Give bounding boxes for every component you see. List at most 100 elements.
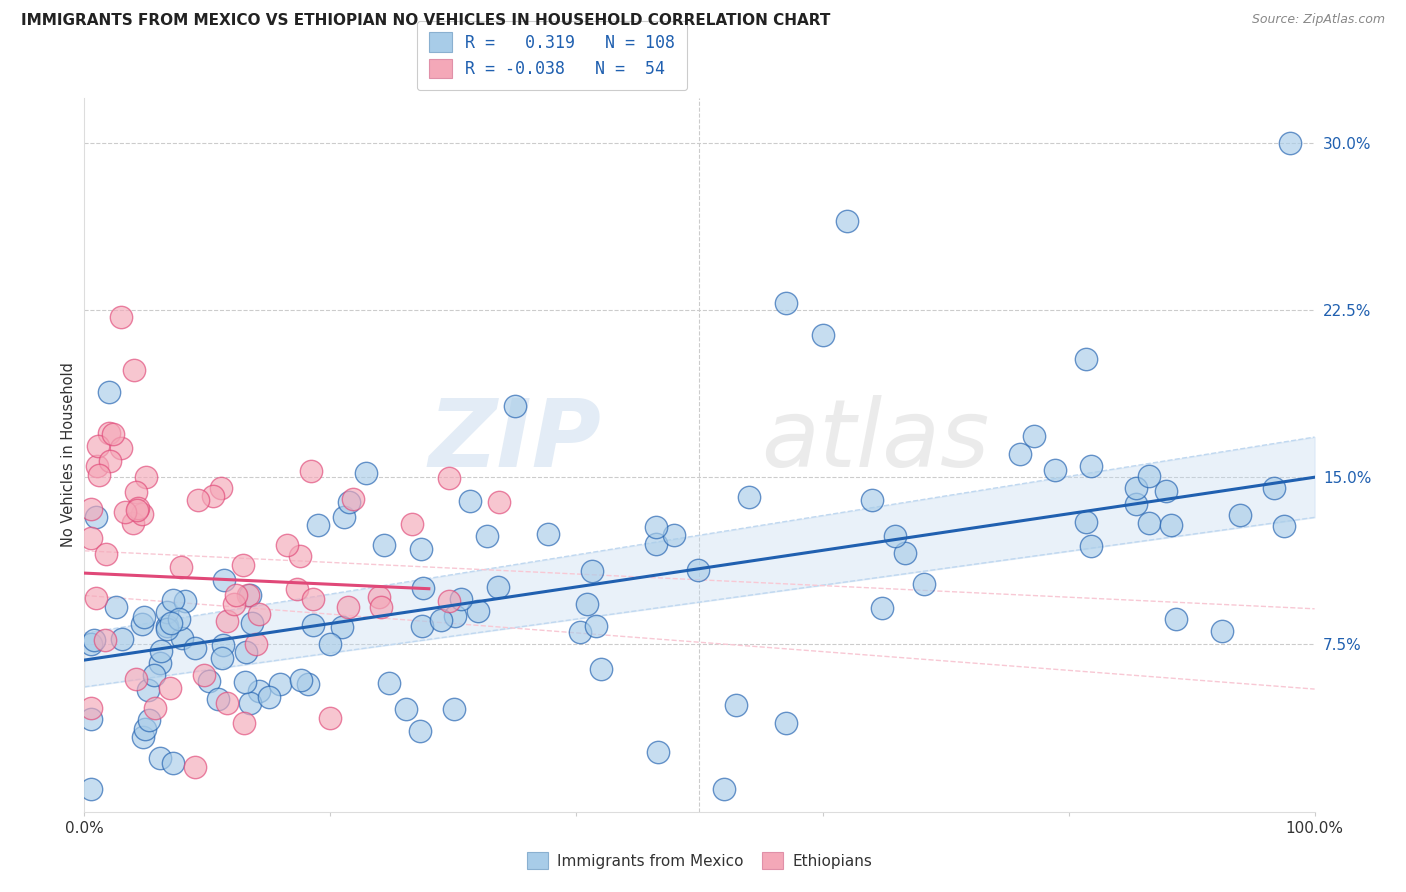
Point	[811, 327, 834, 342]
Point	[1080, 459, 1102, 474]
Point	[79, 701, 101, 715]
Point	[1137, 468, 1160, 483]
Point	[475, 528, 498, 542]
Point	[170, 631, 193, 645]
Point	[84, 591, 107, 605]
Point	[131, 616, 153, 631]
Point	[395, 702, 418, 716]
Point	[912, 577, 935, 591]
Point	[160, 615, 183, 630]
Point	[378, 676, 401, 690]
Point	[86, 459, 108, 474]
Point	[370, 599, 392, 614]
Point	[503, 399, 526, 413]
Point	[225, 588, 247, 602]
Point	[285, 582, 308, 597]
Point	[134, 722, 156, 736]
Point	[156, 622, 179, 636]
Point	[337, 599, 360, 614]
Point	[486, 580, 509, 594]
Point	[644, 537, 666, 551]
Point	[156, 605, 179, 619]
Point	[149, 750, 172, 764]
Point	[411, 619, 433, 633]
Point	[235, 645, 257, 659]
Y-axis label: No Vehicles in Household: No Vehicles in Household	[60, 362, 76, 548]
Point	[299, 464, 322, 478]
Point	[450, 592, 472, 607]
Point	[138, 713, 160, 727]
Point	[467, 604, 489, 618]
Point	[114, 505, 136, 519]
Point	[569, 624, 592, 639]
Point	[647, 745, 669, 759]
Point	[686, 562, 709, 576]
Point	[713, 782, 735, 797]
Point	[79, 501, 101, 516]
Point	[443, 702, 465, 716]
Text: ZIP: ZIP	[429, 394, 602, 487]
Point	[240, 615, 263, 630]
Point	[662, 528, 685, 542]
Point	[122, 363, 145, 377]
Point	[319, 711, 342, 725]
Point	[1164, 612, 1187, 626]
Point	[131, 507, 153, 521]
Point	[581, 564, 603, 578]
Point	[409, 724, 432, 739]
Point	[183, 760, 205, 774]
Point	[883, 528, 905, 542]
Point	[233, 675, 256, 690]
Point	[439, 470, 461, 484]
Point	[224, 597, 246, 611]
Point	[1279, 136, 1302, 150]
Point	[239, 588, 262, 602]
Point	[125, 503, 148, 517]
Point	[110, 442, 132, 455]
Point	[537, 527, 560, 541]
Point	[249, 607, 271, 621]
Point	[333, 510, 356, 524]
Point	[233, 715, 256, 730]
Point	[645, 520, 668, 534]
Point	[232, 558, 254, 572]
Point	[211, 651, 233, 665]
Point	[239, 696, 262, 710]
Point	[290, 673, 312, 687]
Point	[1076, 515, 1098, 529]
Point	[110, 310, 132, 324]
Point	[725, 698, 748, 712]
Point	[738, 490, 761, 504]
Point	[87, 439, 110, 453]
Point	[143, 700, 166, 714]
Point	[122, 516, 145, 530]
Point	[330, 620, 353, 634]
Point	[576, 598, 599, 612]
Point	[201, 490, 224, 504]
Point	[276, 538, 298, 552]
Point	[212, 574, 235, 588]
Point	[870, 601, 893, 615]
Point	[297, 677, 319, 691]
Point	[488, 495, 510, 509]
Point	[775, 715, 797, 730]
Point	[79, 531, 101, 545]
Point	[373, 537, 395, 551]
Point	[1229, 508, 1251, 523]
Point	[80, 637, 103, 651]
Point	[307, 518, 329, 533]
Point	[458, 494, 481, 508]
Point	[1045, 463, 1067, 477]
Legend: Immigrants from Mexico, Ethiopians: Immigrants from Mexico, Ethiopians	[520, 846, 879, 875]
Point	[245, 637, 267, 651]
Point	[149, 643, 172, 657]
Point	[342, 492, 364, 507]
Point	[105, 600, 128, 615]
Point	[1125, 497, 1147, 511]
Point	[1022, 429, 1045, 443]
Point	[837, 213, 859, 227]
Point	[127, 501, 149, 516]
Point	[111, 632, 134, 647]
Point	[87, 468, 110, 483]
Point	[94, 633, 117, 648]
